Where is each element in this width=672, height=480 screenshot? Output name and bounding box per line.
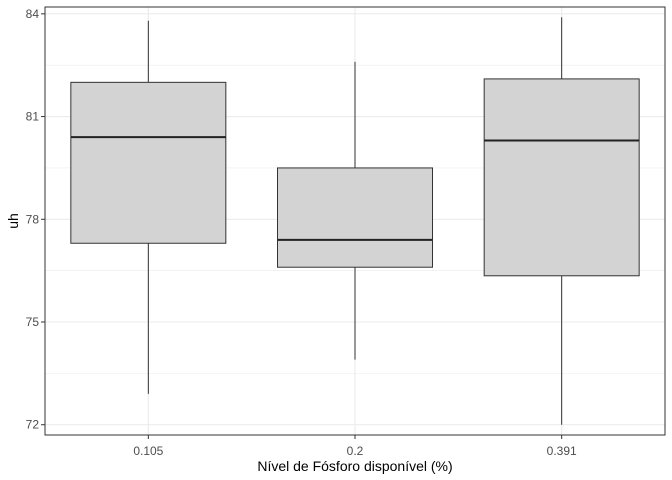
box-0.2 [277, 61, 433, 360]
y-tick-label: 72 [26, 418, 40, 432]
y-tick-label: 78 [26, 212, 40, 226]
boxes [70, 17, 640, 425]
box-rect [277, 167, 433, 268]
y-tick-label: 84 [26, 7, 40, 21]
box-0.105 [70, 20, 227, 394]
y-axis: 72 75 78 81 84 [26, 7, 45, 432]
box-rect [483, 78, 640, 277]
y-tick-label: 75 [26, 315, 40, 329]
x-tick-label: 0.2 [347, 444, 364, 458]
y-tick-label: 81 [26, 110, 40, 124]
x-axis: 0.105 0.2 0.391 [133, 435, 577, 458]
x-tick-label: 0.105 [133, 444, 163, 458]
y-axis-title: uh [5, 213, 21, 229]
x-axis-title: Nível de Fósforo disponível (%) [257, 458, 452, 474]
box-rect [70, 81, 227, 244]
x-tick-label: 0.391 [547, 444, 577, 458]
box-0.391 [483, 17, 640, 425]
